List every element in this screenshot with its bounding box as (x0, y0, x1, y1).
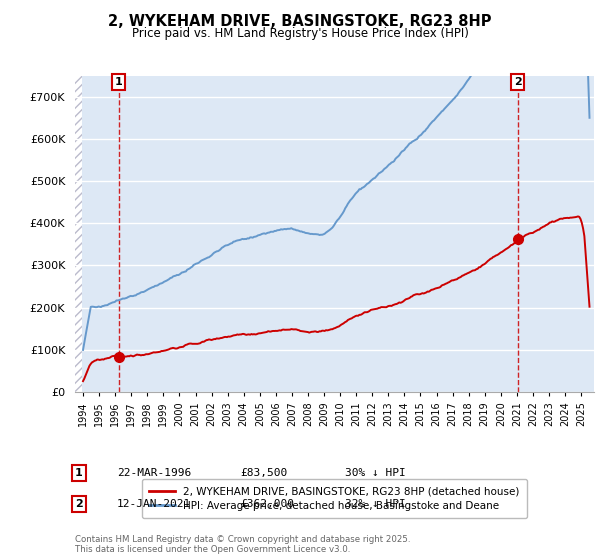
Text: £362,000: £362,000 (240, 499, 294, 509)
Bar (75, 76, 82, 392)
Text: 22-MAR-1996: 22-MAR-1996 (117, 468, 191, 478)
Text: 12-JAN-2021: 12-JAN-2021 (117, 499, 191, 509)
Text: 2: 2 (75, 499, 83, 509)
Text: 1: 1 (75, 468, 83, 478)
Text: £83,500: £83,500 (240, 468, 287, 478)
Legend: 2, WYKEHAM DRIVE, BASINGSTOKE, RG23 8HP (detached house), HPI: Average price, de: 2, WYKEHAM DRIVE, BASINGSTOKE, RG23 8HP … (142, 479, 527, 518)
Text: 2, WYKEHAM DRIVE, BASINGSTOKE, RG23 8HP: 2, WYKEHAM DRIVE, BASINGSTOKE, RG23 8HP (108, 14, 492, 29)
Text: Contains HM Land Registry data © Crown copyright and database right 2025.
This d: Contains HM Land Registry data © Crown c… (75, 535, 410, 554)
Text: 32% ↓ HPI: 32% ↓ HPI (345, 499, 406, 509)
Text: 2: 2 (514, 77, 521, 87)
Text: 1: 1 (115, 77, 122, 87)
Text: 30% ↓ HPI: 30% ↓ HPI (345, 468, 406, 478)
Text: Price paid vs. HM Land Registry's House Price Index (HPI): Price paid vs. HM Land Registry's House … (131, 27, 469, 40)
